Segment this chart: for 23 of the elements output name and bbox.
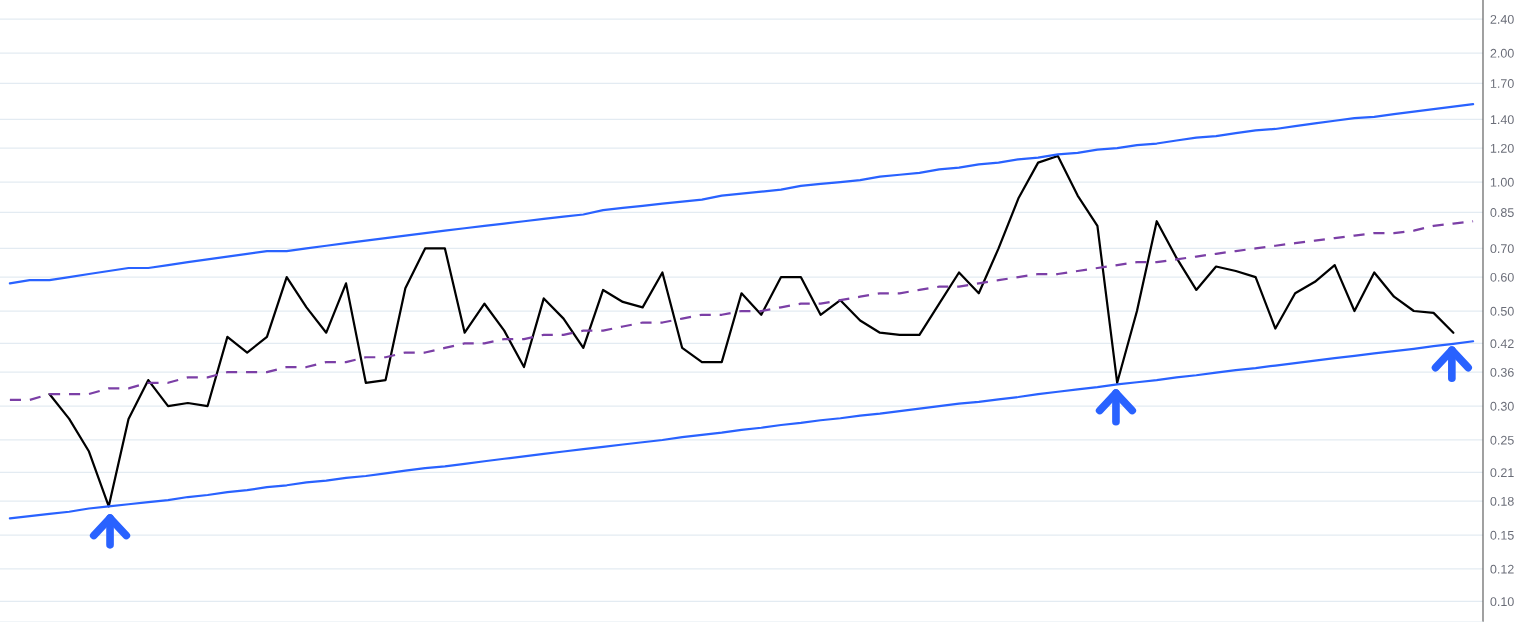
y-tick-label: 0.30 bbox=[1490, 401, 1514, 411]
y-tick-label: 0.85 bbox=[1490, 208, 1514, 217]
y-tick-label: 0.36 bbox=[1490, 367, 1514, 377]
line-series bbox=[48, 154, 1455, 508]
y-tick-label: 1.20 bbox=[1490, 143, 1514, 153]
y-tick-label: 0.18 bbox=[1490, 496, 1514, 506]
y-tick-label: 0.15 bbox=[1490, 530, 1514, 540]
y-tick-label: 0.60 bbox=[1490, 272, 1514, 282]
y-tick-label: 1.40 bbox=[1490, 115, 1514, 125]
y-tick-label: 0.70 bbox=[1490, 244, 1514, 254]
y-tick-label: 0.12 bbox=[1490, 564, 1514, 574]
y-tick-label: 2.00 bbox=[1490, 48, 1514, 58]
y-tick-label: 0.50 bbox=[1490, 306, 1514, 316]
line-series bbox=[8, 220, 1475, 402]
y-tick-label: 1.70 bbox=[1490, 79, 1514, 88]
y-tick-label: 1.00 bbox=[1490, 177, 1514, 187]
y-tick-label: 0.10 bbox=[1490, 597, 1514, 607]
line-series bbox=[8, 340, 1475, 520]
y-tick-label: 0.21 bbox=[1490, 468, 1514, 478]
y-tick-label: 0.42 bbox=[1490, 339, 1514, 349]
y-tick-label: 2.40 bbox=[1490, 14, 1514, 24]
line-series bbox=[8, 103, 1475, 285]
y-tick-label: 0.25 bbox=[1490, 435, 1514, 445]
